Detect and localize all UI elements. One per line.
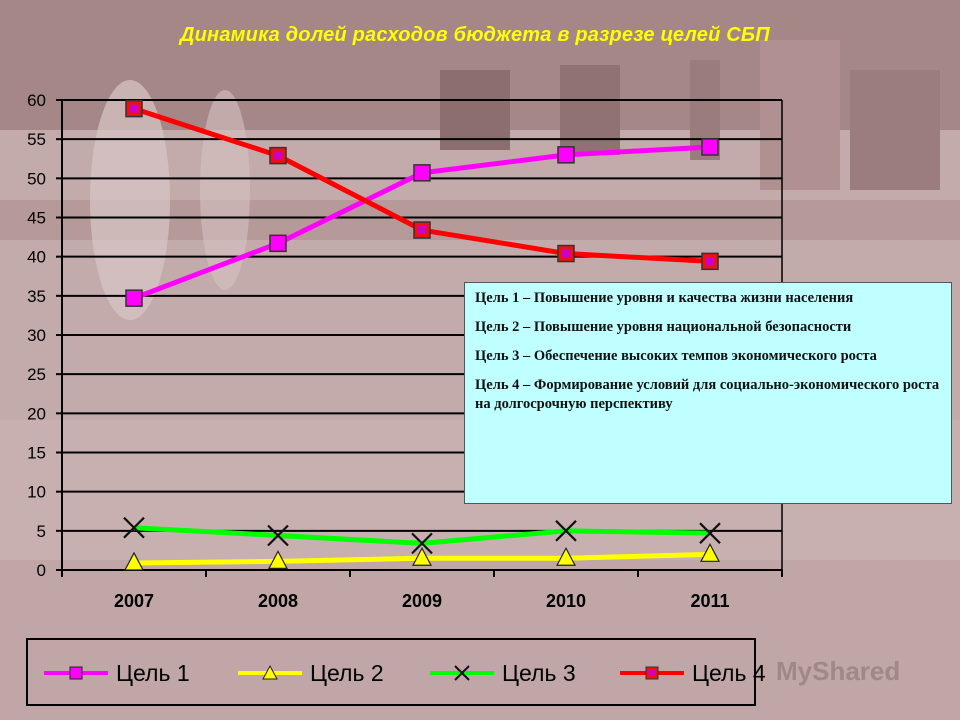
y-tick-label-5: 5 xyxy=(37,522,46,541)
y-tick-label-25: 25 xyxy=(27,365,46,384)
marker-s2-2010 xyxy=(556,546,576,566)
series-markers xyxy=(123,99,721,571)
marker-s2-2007 xyxy=(124,551,144,571)
legend-label-4: Цель 4 xyxy=(692,660,766,686)
marker-s4-2007-inner xyxy=(130,104,138,113)
y-tick-label-0: 0 xyxy=(37,561,46,580)
goal-3-text: Цель 3 – Обеспечение высоких темпов экон… xyxy=(475,348,877,364)
legend-label-1: Цель 1 xyxy=(116,660,190,686)
x-tick-label-2008: 2008 xyxy=(258,591,298,611)
marker-s2-2011 xyxy=(700,543,720,562)
y-tick-label-60: 60 xyxy=(27,91,46,110)
legend-swatch-4 xyxy=(620,666,684,680)
marker-s4-2011-inner xyxy=(706,257,714,266)
marker-s3-2008 xyxy=(267,524,289,547)
y-tick-label-10: 10 xyxy=(27,483,46,502)
legend-item-3: Цель 3 xyxy=(428,658,576,688)
y-tick-label-40: 40 xyxy=(27,248,46,267)
marker-s1-2011 xyxy=(701,138,719,156)
legend-swatch-2 xyxy=(238,664,302,680)
goal-2-text: Цель 2 – Повышение уровня национальной б… xyxy=(475,319,852,335)
goal-4-text: Цель 4 – Формирование условий для социал… xyxy=(475,377,940,412)
marker-s4-2011 xyxy=(701,252,719,271)
y-tick-label-50: 50 xyxy=(27,169,46,188)
marker-s4-2009-inner xyxy=(418,226,426,235)
x-tick-labels: 2007 2008 2009 2010 2011 xyxy=(114,591,730,611)
goals-description-box: Цель 1 – Повышение уровня и качества жиз… xyxy=(464,282,952,504)
x-tick-label-2009: 2009 xyxy=(402,591,442,611)
marker-s1-2009 xyxy=(413,164,431,182)
x-tick-label-2011: 2011 xyxy=(690,591,729,611)
y-tick-label-55: 55 xyxy=(27,130,46,149)
legend-label-3: Цель 3 xyxy=(502,660,576,686)
watermark: MyShared xyxy=(776,656,901,686)
marker-s4-2008-inner xyxy=(274,151,282,160)
marker-s1-2008 xyxy=(269,234,287,253)
legend-item-1: Цель 1 xyxy=(42,658,190,688)
x-tick-label-2010: 2010 xyxy=(546,591,586,611)
y-tick-label-45: 45 xyxy=(27,209,46,228)
marker-s4-2009 xyxy=(413,221,431,239)
y-tick-label-35: 35 xyxy=(27,287,46,306)
legend-label-2: Цель 2 xyxy=(310,660,384,686)
marker-s1-2010 xyxy=(557,146,575,164)
marker-s4-2007 xyxy=(125,99,143,118)
marker-s2-2008 xyxy=(268,550,288,569)
y-tick-label-20: 20 xyxy=(27,404,46,423)
marker-s3-2009 xyxy=(411,532,433,555)
legend-swatch-3 xyxy=(430,665,494,681)
y-tick-labels: 0 5 10 15 20 25 30 35 40 45 50 55 60 xyxy=(27,91,46,580)
marker-s4-2010-inner xyxy=(562,249,570,258)
marker-s2-2009 xyxy=(412,546,432,566)
marker-s3-2010 xyxy=(555,520,577,542)
goal-1-text: Цель 1 – Повышение уровня и качества жиз… xyxy=(475,290,854,306)
chart-title: Динамика долей расходов бюджета в разрез… xyxy=(180,24,770,46)
marker-s3-2007 xyxy=(123,516,145,539)
y-tick-label-15: 15 xyxy=(27,444,46,463)
x-tick-label-2007: 2007 xyxy=(114,591,154,611)
legend-swatch-1 xyxy=(44,666,108,680)
series-legend: Цель 1 Цель 2 Цель 3 Цель 4 xyxy=(26,638,766,706)
legend-item-4: Цель 4 xyxy=(618,658,766,688)
y-tick-label-30: 30 xyxy=(27,326,46,345)
marker-s1-2007 xyxy=(125,289,143,307)
marker-s4-2010 xyxy=(557,244,575,263)
marker-s4-2008 xyxy=(269,146,287,165)
legend-item-2: Цель 2 xyxy=(236,658,384,688)
marker-s3-2011 xyxy=(699,522,721,544)
